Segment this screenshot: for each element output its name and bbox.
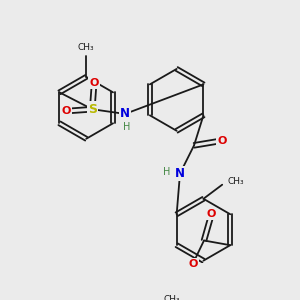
Text: H: H xyxy=(163,167,171,177)
Text: O: O xyxy=(188,259,197,269)
Text: CH₃: CH₃ xyxy=(228,177,244,186)
Text: O: O xyxy=(207,209,216,219)
Text: N: N xyxy=(120,107,130,120)
Text: O: O xyxy=(218,136,227,146)
Text: CH₃: CH₃ xyxy=(78,43,94,52)
Text: N: N xyxy=(175,167,185,180)
Text: O: O xyxy=(61,106,71,116)
Text: CH₃: CH₃ xyxy=(164,295,180,300)
Text: O: O xyxy=(89,78,99,88)
Text: H: H xyxy=(123,122,130,132)
Text: S: S xyxy=(88,103,97,116)
